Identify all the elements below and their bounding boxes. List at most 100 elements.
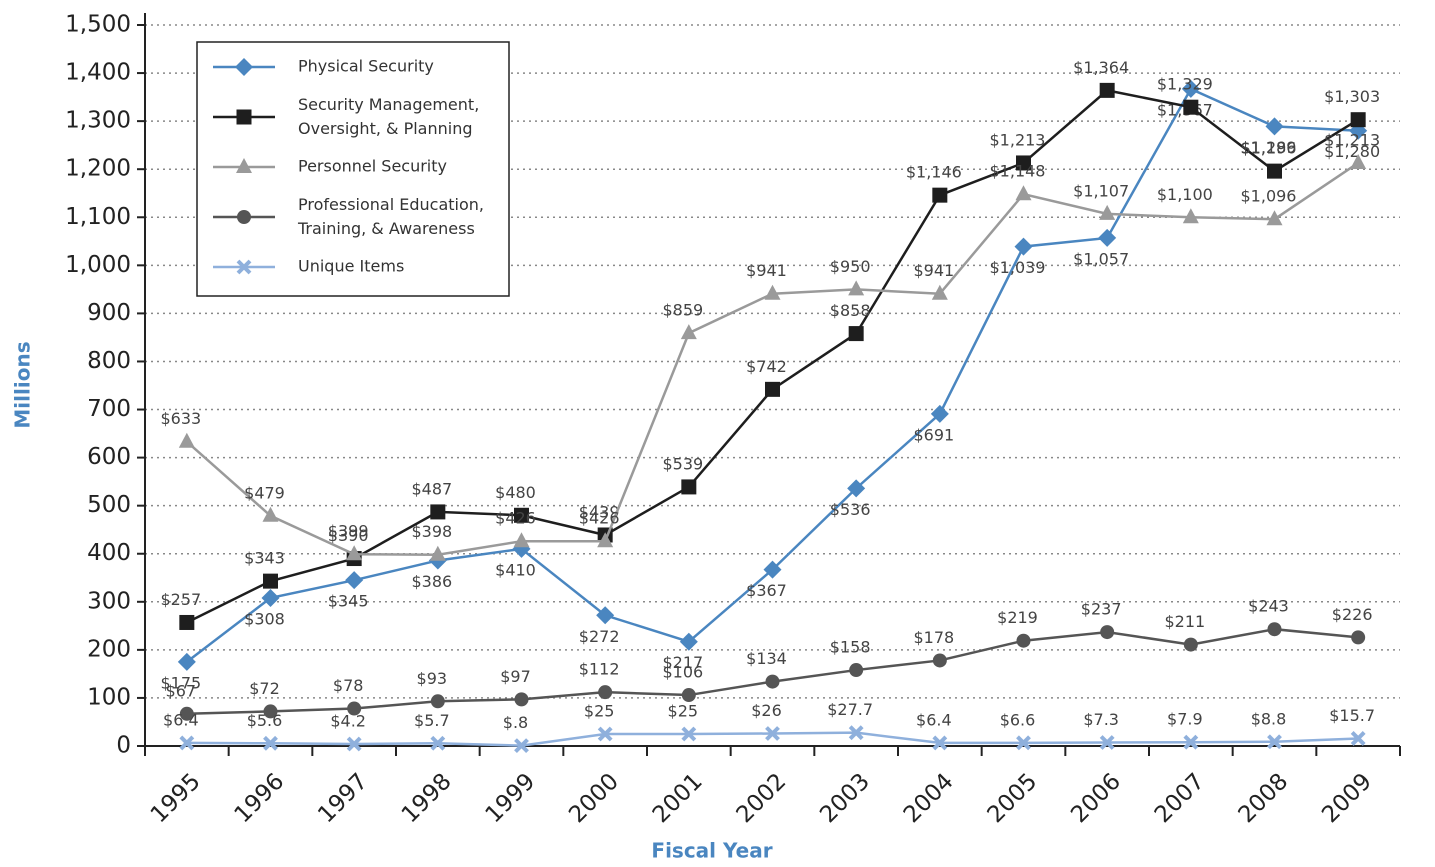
data-point [1351,630,1366,645]
x-tick-label: 2005 [983,768,1043,828]
data-label: $426 [495,509,536,528]
y-tick-label: 100 [87,684,131,710]
y-tick-label: 600 [87,444,131,470]
y-tick-label: 1,500 [65,12,131,38]
data-point [681,479,697,495]
data-point [597,532,614,548]
legend-marker [236,259,252,275]
data-point [262,506,279,522]
data-label: $237 [1081,600,1122,619]
data-label: $226 [1332,605,1373,624]
data-label: $742 [746,357,787,376]
data-point [1099,735,1115,750]
x-tick-label: 2007 [1150,768,1210,828]
data-point [849,663,864,678]
data-point [930,404,949,423]
data-point [765,381,780,397]
data-label: $272 [579,627,620,646]
data-point [429,545,446,561]
y-tick-label: 900 [87,300,131,326]
data-label: $941 [913,261,954,280]
data-label: $1,039 [990,258,1046,277]
data-label: $7.9 [1167,710,1203,729]
x-tick-label: 2004 [899,768,959,828]
x-tick-label: 1998 [397,768,457,828]
data-label: $217 [662,653,703,672]
data-label: $78 [333,676,364,695]
data-label: $134 [746,649,787,668]
x-tick-label: 2003 [815,768,875,828]
data-point [346,736,362,752]
x-tick-label: 1999 [481,768,541,828]
data-label: $1,280 [1324,142,1380,161]
data-point [514,738,529,754]
data-label: $941 [746,261,787,280]
data-label: $367 [746,581,787,600]
data-label: $.8 [503,713,528,732]
data-label: $386 [411,572,452,591]
data-label: $97 [500,667,531,686]
legend-label: Professional Education, Training, & Aware… [297,195,484,238]
y-tick-label: 1,400 [65,60,131,86]
data-label: $539 [662,454,703,473]
data-point [1265,117,1284,136]
data-label: $308 [244,609,285,628]
data-point [1183,637,1198,652]
data-label: $345 [328,592,369,611]
data-label: $410 [495,560,536,579]
x-tick-label: 2009 [1317,768,1377,828]
data-point [1267,734,1282,750]
data-point [1350,112,1366,128]
data-label: $67 [166,681,197,700]
data-label: $219 [997,608,1038,627]
data-label: $1,213 [990,130,1046,149]
x-tick-label: 2008 [1234,768,1294,828]
x-tick-label: 2001 [648,768,708,828]
data-label: $7.3 [1083,710,1119,729]
data-label: $398 [411,522,452,541]
data-point [681,688,696,703]
legend-marker [236,109,252,125]
data-label: $487 [411,479,452,498]
data-point [1182,208,1199,224]
data-point [764,284,781,300]
data-point [346,545,363,561]
data-point [1267,622,1282,637]
data-label: $1,303 [1324,87,1380,106]
data-label: $691 [913,425,954,444]
data-point [1267,163,1282,179]
y-tick-label: 200 [87,636,131,662]
data-label: $158 [830,638,871,657]
data-point [430,504,446,520]
data-point [345,571,364,590]
legend-marker [236,158,252,173]
data-label: $1,100 [1157,185,1213,204]
x-tick-label: 2002 [732,768,792,828]
data-point [1099,204,1116,220]
data-point [263,573,278,589]
data-point [848,725,864,741]
data-label: $8.8 [1251,709,1287,728]
data-point [847,479,866,498]
data-label: $1,057 [1073,249,1129,268]
data-label: $26 [751,701,782,720]
legend-marker [235,58,253,76]
data-point [1350,731,1366,746]
data-label: $859 [662,301,703,320]
data-label: $211 [1164,612,1205,631]
data-label: $178 [913,628,954,647]
x-tick-label: 1997 [313,768,373,828]
data-label: $257 [160,590,201,609]
y-axis-title: Millions [11,341,35,428]
data-point [932,735,948,751]
data-point [1016,633,1031,648]
data-label: $536 [830,500,871,519]
data-label: $27.7 [827,700,873,719]
data-point [1015,185,1032,201]
x-tick-label: 2006 [1066,768,1126,828]
data-label: $390 [328,526,369,545]
data-point [679,632,698,651]
data-label: $112 [579,660,620,679]
data-point [681,726,697,742]
data-point [1100,625,1115,640]
